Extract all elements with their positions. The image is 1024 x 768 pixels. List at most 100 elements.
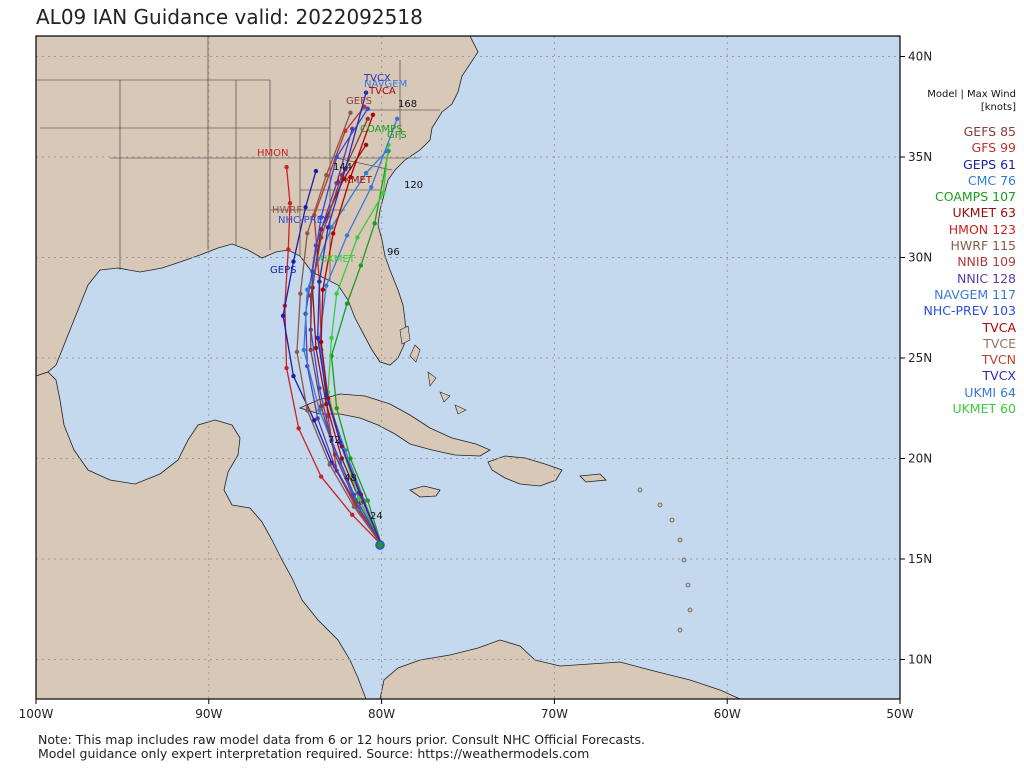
legend-rows: GEFS 85 GFS 99 GEPS 61 CMC 76 COAMPS 107 UKME… bbox=[924, 124, 1017, 417]
track-point bbox=[344, 301, 350, 306]
track-point bbox=[312, 418, 317, 423]
hispaniola-land bbox=[487, 455, 563, 487]
map-label-hwrf: HWRF bbox=[272, 205, 302, 216]
track-point bbox=[325, 225, 331, 230]
track-point bbox=[329, 225, 334, 230]
grid-lines bbox=[36, 36, 900, 699]
track-point bbox=[394, 116, 400, 122]
track-point bbox=[331, 231, 336, 236]
map-labels: TVCX NAVGEM TVCA GEFS COAMPS GFS HMON UK… bbox=[257, 73, 423, 522]
legend-item-hwrf: HWRF 115 bbox=[950, 238, 1016, 254]
legend-header: Model | Max Wind [knots] bbox=[924, 88, 1016, 114]
track-point bbox=[313, 168, 319, 174]
legend-item-tvcn: TVCN bbox=[981, 352, 1016, 368]
legend-item-ukmi: UKMI 64 bbox=[964, 384, 1016, 400]
track-point bbox=[284, 365, 289, 371]
track-point bbox=[356, 490, 362, 495]
map-hour-144: 144 bbox=[333, 162, 352, 173]
track-point bbox=[348, 174, 353, 180]
legend-item-coamps: COAMPS 107 bbox=[935, 189, 1016, 205]
track-point bbox=[372, 221, 377, 226]
legend-item-nnib: NNIB 109 bbox=[957, 254, 1016, 270]
lesser-antilles bbox=[637, 487, 693, 633]
cuba-land bbox=[298, 393, 491, 457]
track-point bbox=[318, 474, 324, 479]
track-point bbox=[318, 404, 324, 409]
map-label-hmon: HMON bbox=[257, 148, 289, 159]
track-point bbox=[294, 349, 300, 355]
track-point bbox=[350, 512, 355, 517]
map-hour-168: 168 bbox=[398, 99, 417, 110]
track-point bbox=[381, 190, 386, 196]
track-point bbox=[308, 347, 313, 353]
map-label-tvcx: TVCX bbox=[363, 73, 391, 84]
legend-item-tvcx: TVCX bbox=[982, 368, 1016, 384]
land-layer bbox=[36, 36, 741, 699]
legend-header-line1: Model | Max Wind bbox=[927, 89, 1016, 100]
footer-note: Note: This map includes raw model data f… bbox=[38, 733, 645, 761]
lon-label: 100W bbox=[19, 707, 54, 721]
track-point bbox=[318, 215, 324, 220]
page-title: AL09 IAN Guidance valid: 2022092518 bbox=[36, 5, 423, 29]
legend-item-cmc: CMC 76 bbox=[967, 172, 1016, 188]
map-hour-72: 72 bbox=[328, 435, 341, 446]
model-tracks bbox=[280, 90, 400, 546]
map-label-gfs: GFS bbox=[387, 130, 407, 141]
track-point bbox=[363, 170, 369, 176]
footer-note-line2: Model guidance only expert interpretatio… bbox=[38, 746, 590, 761]
map-border bbox=[35, 35, 901, 700]
track-point bbox=[324, 402, 329, 407]
track-point bbox=[280, 313, 286, 318]
track-point bbox=[301, 347, 307, 353]
map-hour-24: 24 bbox=[370, 511, 383, 522]
legend-item-geps: GEPS 61 bbox=[963, 156, 1016, 172]
map-label-nhc-prev: NHC-PREV bbox=[278, 215, 330, 226]
track-point bbox=[313, 345, 319, 351]
jamaica-land bbox=[409, 485, 441, 498]
north-america-land bbox=[36, 36, 479, 377]
legend-item-nnic: NNIC 128 bbox=[957, 270, 1016, 286]
legend-item-hmon: HMON 123 bbox=[948, 221, 1016, 237]
track-point bbox=[348, 110, 353, 115]
legend-item-nhc-prev: NHC-PREV 103 bbox=[923, 303, 1017, 319]
map-label-gefs: GEFS bbox=[346, 96, 372, 107]
track-point bbox=[339, 456, 345, 461]
track-point bbox=[358, 263, 364, 268]
track-point bbox=[320, 287, 326, 292]
track-point bbox=[324, 391, 329, 397]
lat-label: 25N bbox=[908, 351, 932, 365]
track-point bbox=[363, 142, 369, 148]
track-point bbox=[355, 235, 360, 240]
track-point bbox=[363, 90, 369, 95]
lon-label: 70W bbox=[541, 707, 568, 721]
map-label-tvca: TVCA bbox=[368, 86, 396, 97]
map-label-ukmet-2: UKMET bbox=[320, 254, 356, 265]
model-legend: Model | Max Wind [knots] GEFS 85 GFS 99 GE… bbox=[924, 88, 1017, 417]
track-point bbox=[337, 440, 343, 445]
track-point bbox=[334, 180, 339, 186]
lon-label: 50W bbox=[886, 707, 913, 721]
legend-item-tvca: TVCA bbox=[982, 319, 1016, 335]
track-point bbox=[356, 496, 362, 501]
track-point bbox=[324, 172, 329, 178]
lat-label: 30N bbox=[908, 251, 932, 265]
track-point bbox=[291, 373, 296, 379]
track-point bbox=[305, 231, 310, 236]
footer-note-line1: Note: This map includes raw model data f… bbox=[38, 732, 645, 747]
map-hour-96: 96 bbox=[387, 247, 400, 258]
lat-label: 15N bbox=[908, 552, 932, 566]
track-point bbox=[350, 126, 355, 132]
track-point bbox=[298, 291, 303, 296]
track-point bbox=[369, 184, 374, 190]
track-point bbox=[334, 154, 339, 160]
mexico-land bbox=[36, 371, 367, 699]
legend-item-gfs: GFS 99 bbox=[971, 140, 1016, 156]
track-point bbox=[344, 233, 350, 238]
lon-label: 90W bbox=[195, 707, 222, 721]
lon-label: 60W bbox=[714, 707, 741, 721]
track-point bbox=[362, 104, 367, 109]
map-hour-48: 48 bbox=[344, 473, 357, 484]
map-label-geps: GEPS bbox=[270, 265, 296, 276]
lat-label: 10N bbox=[908, 653, 932, 667]
